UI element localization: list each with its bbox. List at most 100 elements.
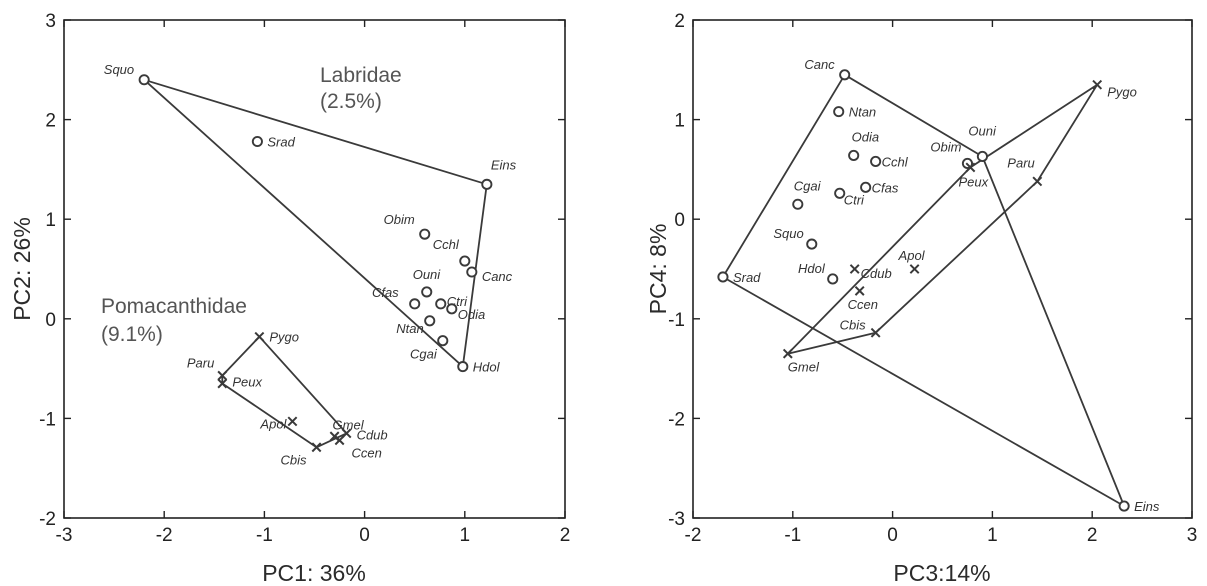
point-circle	[833, 106, 845, 118]
plot-frame	[63, 19, 566, 519]
point-cross	[217, 378, 228, 389]
x-tick-label: -3	[56, 525, 73, 546]
group-hulls	[143, 78, 488, 449]
point-label: Eins	[1134, 499, 1160, 514]
point-cross	[1092, 79, 1103, 90]
point-label: Srad	[267, 135, 295, 150]
point-label: Eins	[491, 157, 517, 172]
point-label: Odia	[458, 307, 485, 322]
point-label: Gmel	[333, 417, 365, 432]
x-tick-label: 1	[987, 525, 998, 546]
point-label: Cdub	[357, 427, 388, 442]
group-name-pomacanthidae: Pomacanthidae	[101, 295, 247, 318]
group-name-labridae: Labridae	[320, 64, 402, 87]
point-cross	[311, 442, 322, 453]
hull-polygon	[221, 335, 348, 449]
point-label: Apol	[898, 248, 926, 263]
point-label: Cgai	[410, 347, 438, 362]
point-label: Ccen	[352, 445, 382, 460]
y-tick-label: 3	[45, 11, 56, 32]
point-circle	[251, 135, 263, 148]
point-circle	[424, 315, 436, 327]
x-tick-label: 2	[1087, 525, 1098, 546]
x-tick-label: 0	[359, 525, 370, 546]
x-axis-title: PC3:14%	[893, 560, 990, 586]
x-tick-label: -1	[256, 525, 273, 546]
point-circle	[457, 361, 469, 373]
y-tick-label: 2	[45, 111, 56, 132]
x-tick-label: -1	[784, 525, 801, 546]
hull-polygon	[786, 83, 1099, 355]
point-circle	[860, 181, 872, 193]
point-circle	[466, 266, 478, 278]
x-tick-label: 3	[1187, 525, 1198, 546]
point-circle	[437, 335, 449, 347]
point-circle	[717, 271, 729, 283]
y-tick-label: 0	[45, 310, 56, 331]
y-tick-label: -2	[39, 509, 56, 530]
point-label: Apol	[259, 416, 287, 431]
y-axis-title: PC4: 8%	[645, 224, 671, 315]
point-cross	[287, 416, 298, 427]
point-circle	[839, 69, 851, 81]
point-label: Obim	[930, 139, 961, 154]
point-label: Cbis	[840, 318, 867, 333]
point-label: Paru	[187, 356, 214, 371]
point-circle	[827, 273, 839, 285]
point-label: Cfas	[372, 285, 399, 300]
plot-frame	[692, 19, 1193, 519]
point-cross	[870, 327, 881, 338]
point-label: Cbis	[280, 452, 307, 467]
y-tick-label: 1	[45, 210, 56, 231]
point-label: Cdub	[861, 266, 892, 281]
y-tick-label: -2	[668, 409, 685, 430]
point-circle	[459, 255, 471, 267]
y-axis-title: PC2: 26%	[9, 217, 35, 321]
point-label: Ouni	[968, 123, 997, 138]
y-tick-label: -1	[668, 310, 685, 331]
group-hulls	[722, 73, 1125, 507]
point-label: Ouni	[413, 267, 442, 282]
y-tick-label: 0	[674, 210, 685, 231]
point-cross	[254, 331, 265, 342]
point-label: Cchl	[882, 154, 909, 169]
data-points: SquoSradEinsObimCchlCancOuniCfasCtriOdia…	[104, 62, 517, 468]
point-label: Paru	[1007, 155, 1034, 170]
point-circle	[421, 286, 433, 298]
y-tick-label: -3	[668, 509, 685, 530]
point-label: Cgai	[794, 178, 822, 193]
point-label: Hdol	[798, 261, 826, 276]
point-label: Cfas	[872, 180, 899, 195]
point-circle	[409, 298, 421, 310]
point-cross	[217, 370, 228, 381]
point-label: Canc	[804, 57, 835, 72]
point-circle	[792, 198, 804, 210]
group-note-labridae: (2.5%)	[320, 90, 382, 113]
point-circle	[870, 155, 882, 167]
point-circle	[481, 178, 493, 190]
x-tick-label: -2	[156, 525, 173, 546]
point-circle	[834, 187, 846, 199]
x-tick-label: 2	[560, 525, 571, 546]
point-label: Peux	[232, 375, 262, 390]
x-tick-label: 0	[887, 525, 898, 546]
point-cross	[782, 348, 793, 359]
point-circle	[848, 149, 860, 162]
point-label: Squo	[773, 226, 803, 241]
point-circle	[138, 74, 150, 86]
point-label: Peux	[958, 174, 988, 189]
x-tick-label: -2	[685, 525, 702, 546]
point-circle	[419, 228, 431, 240]
point-label: Ntan	[849, 105, 876, 120]
x-axis-title: PC1: 36%	[262, 560, 366, 586]
x-tick-label: 1	[460, 525, 471, 546]
point-label: Canc	[482, 269, 513, 284]
point-label: Ccen	[848, 297, 878, 312]
point-label: Squo	[104, 62, 134, 77]
point-label: Srad	[733, 270, 761, 285]
